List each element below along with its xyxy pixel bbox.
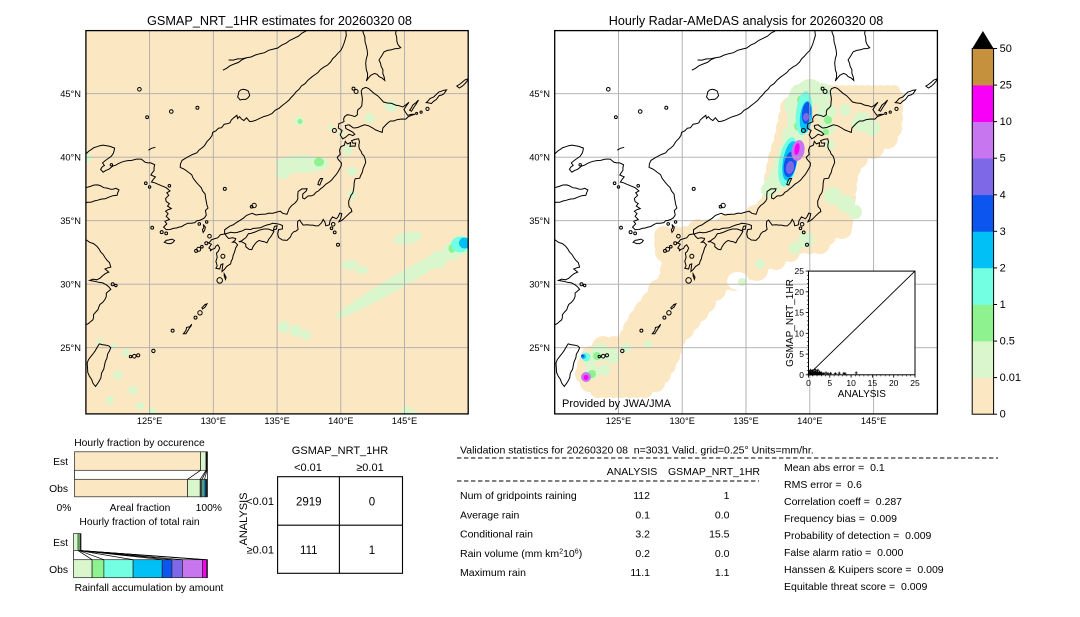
svg-text:145°E: 145°E	[861, 416, 886, 426]
svg-text:40°N: 40°N	[60, 152, 81, 162]
svg-text:30°N: 30°N	[529, 279, 550, 289]
svg-text:Hourly fraction by occurence: Hourly fraction by occurence	[74, 438, 205, 449]
svg-text:Hourly Radar-AMeDAS analysis f: Hourly Radar-AMeDAS analysis for 2026032…	[609, 14, 883, 28]
svg-text:25: 25	[910, 378, 920, 388]
svg-text:Num of gridpoints raining: Num of gridpoints raining	[460, 490, 577, 502]
svg-text:45°N: 45°N	[60, 89, 81, 99]
svg-text:112: 112	[633, 490, 650, 502]
svg-text:False alarm ratio = 0.000: False alarm ratio = 0.000	[784, 547, 904, 559]
svg-text:ANALYSIS: ANALYSIS	[838, 389, 886, 400]
svg-text:0: 0	[1000, 409, 1006, 421]
svg-text:Validation statistics for 2026: Validation statistics for 20260320 08 n=…	[460, 445, 814, 457]
svg-text:111: 111	[300, 545, 317, 557]
svg-text:0.0: 0.0	[715, 548, 730, 560]
svg-text:25°N: 25°N	[60, 343, 81, 353]
svg-text:Rain volume (mm km2106): Rain volume (mm km2106)	[460, 548, 582, 560]
svg-text:25: 25	[1000, 80, 1012, 92]
svg-text:2919: 2919	[296, 497, 322, 509]
svg-text:0.5: 0.5	[1000, 336, 1015, 348]
svg-text:10: 10	[846, 378, 856, 388]
svg-text:Provided by JWA/JMA: Provided by JWA/JMA	[562, 398, 672, 410]
svg-text:130°E: 130°E	[669, 416, 694, 426]
svg-text:Conditional rain: Conditional rain	[460, 529, 533, 541]
svg-text:20: 20	[889, 378, 899, 388]
svg-text:GSMAP_NRT_1HR estimates for 20: GSMAP_NRT_1HR estimates for 20260320 08	[147, 14, 412, 28]
svg-text:Obs: Obs	[49, 565, 68, 576]
svg-text:<0.01: <0.01	[294, 462, 322, 474]
svg-text:Hourly fraction of total rain: Hourly fraction of total rain	[79, 517, 199, 528]
svg-text:40°N: 40°N	[529, 152, 550, 162]
svg-text:1: 1	[369, 545, 375, 557]
svg-text:Correlation coeff = 0.287: Correlation coeff = 0.287	[784, 496, 902, 508]
svg-text:0.0: 0.0	[715, 509, 730, 521]
svg-text:11.1: 11.1	[630, 567, 650, 579]
svg-text:3: 3	[1000, 226, 1006, 238]
svg-text:ANALYSIS: ANALYSIS	[238, 493, 250, 546]
svg-text:0%: 0%	[57, 503, 72, 514]
svg-text:Probability of detection = 0.: Probability of detection = 0.009	[784, 530, 932, 542]
svg-text:Est: Est	[53, 538, 68, 549]
svg-text:Maximum rain: Maximum rain	[460, 567, 526, 579]
svg-text:25: 25	[795, 266, 805, 276]
svg-text:<0.01: <0.01	[246, 496, 274, 508]
svg-text:Average rain: Average rain	[460, 509, 520, 521]
svg-text:35°N: 35°N	[60, 216, 81, 226]
svg-text:Hanssen & Kuipers score = 0.0: Hanssen & Kuipers score = 0.009	[784, 564, 944, 576]
svg-text:10: 10	[795, 328, 805, 338]
svg-text:0: 0	[369, 497, 375, 509]
svg-text:1: 1	[1000, 299, 1006, 311]
svg-text:2: 2	[1000, 262, 1006, 274]
svg-text:5: 5	[799, 349, 804, 359]
svg-text:30°N: 30°N	[60, 279, 81, 289]
svg-text:0: 0	[806, 378, 811, 388]
svg-text:GSMAP_NRT_1HR: GSMAP_NRT_1HR	[292, 445, 388, 457]
svg-text:GSMAP_NRT_1HR: GSMAP_NRT_1HR	[785, 279, 796, 367]
svg-text:50: 50	[1000, 43, 1012, 55]
svg-text:100%: 100%	[196, 503, 222, 514]
svg-text:125°E: 125°E	[137, 416, 162, 426]
svg-text:140°E: 140°E	[328, 416, 353, 426]
svg-text:3.2: 3.2	[635, 529, 650, 541]
svg-text:Areal fraction: Areal fraction	[110, 503, 171, 514]
svg-text:45°N: 45°N	[529, 89, 550, 99]
svg-text:135°E: 135°E	[733, 416, 758, 426]
svg-text:≥0.01: ≥0.01	[247, 545, 274, 557]
svg-text:Obs: Obs	[49, 484, 68, 495]
svg-text:Est: Est	[53, 457, 68, 468]
svg-text:ANALYSIS: ANALYSIS	[607, 466, 658, 478]
svg-text:10: 10	[1000, 116, 1012, 128]
svg-text:1.1: 1.1	[715, 567, 730, 579]
svg-text:15.5: 15.5	[709, 529, 730, 541]
svg-text:0.2: 0.2	[635, 548, 650, 560]
svg-text:RMS error = 0.6: RMS error = 0.6	[784, 479, 862, 491]
svg-text:5: 5	[1000, 153, 1006, 165]
svg-text:125°E: 125°E	[606, 416, 631, 426]
svg-text:0: 0	[799, 370, 804, 380]
svg-text:1: 1	[724, 490, 730, 502]
svg-text:0.1: 0.1	[635, 509, 650, 521]
svg-text:15: 15	[795, 308, 805, 318]
svg-text:130°E: 130°E	[201, 416, 226, 426]
svg-text:15: 15	[868, 378, 878, 388]
svg-text:5: 5	[827, 378, 832, 388]
svg-text:25°N: 25°N	[529, 343, 550, 353]
svg-text:Mean abs error = 0.1: Mean abs error = 0.1	[784, 462, 885, 474]
svg-text:Frequency bias = 0.009: Frequency bias = 0.009	[784, 513, 897, 525]
svg-text:35°N: 35°N	[529, 216, 550, 226]
svg-text:135°E: 135°E	[264, 416, 289, 426]
svg-text:20: 20	[795, 287, 805, 297]
svg-text:0.01: 0.01	[1000, 372, 1021, 384]
svg-text:GSMAP_NRT_1HR: GSMAP_NRT_1HR	[668, 466, 760, 478]
svg-text:140°E: 140°E	[797, 416, 822, 426]
svg-text:Rainfall accumulation by amoun: Rainfall accumulation by amount	[75, 583, 224, 594]
svg-text:Equitable threat score = 0.00: Equitable threat score = 0.009	[784, 581, 927, 593]
svg-text:145°E: 145°E	[392, 416, 417, 426]
svg-text:≥0.01: ≥0.01	[356, 462, 383, 474]
svg-text:4: 4	[1000, 189, 1006, 201]
